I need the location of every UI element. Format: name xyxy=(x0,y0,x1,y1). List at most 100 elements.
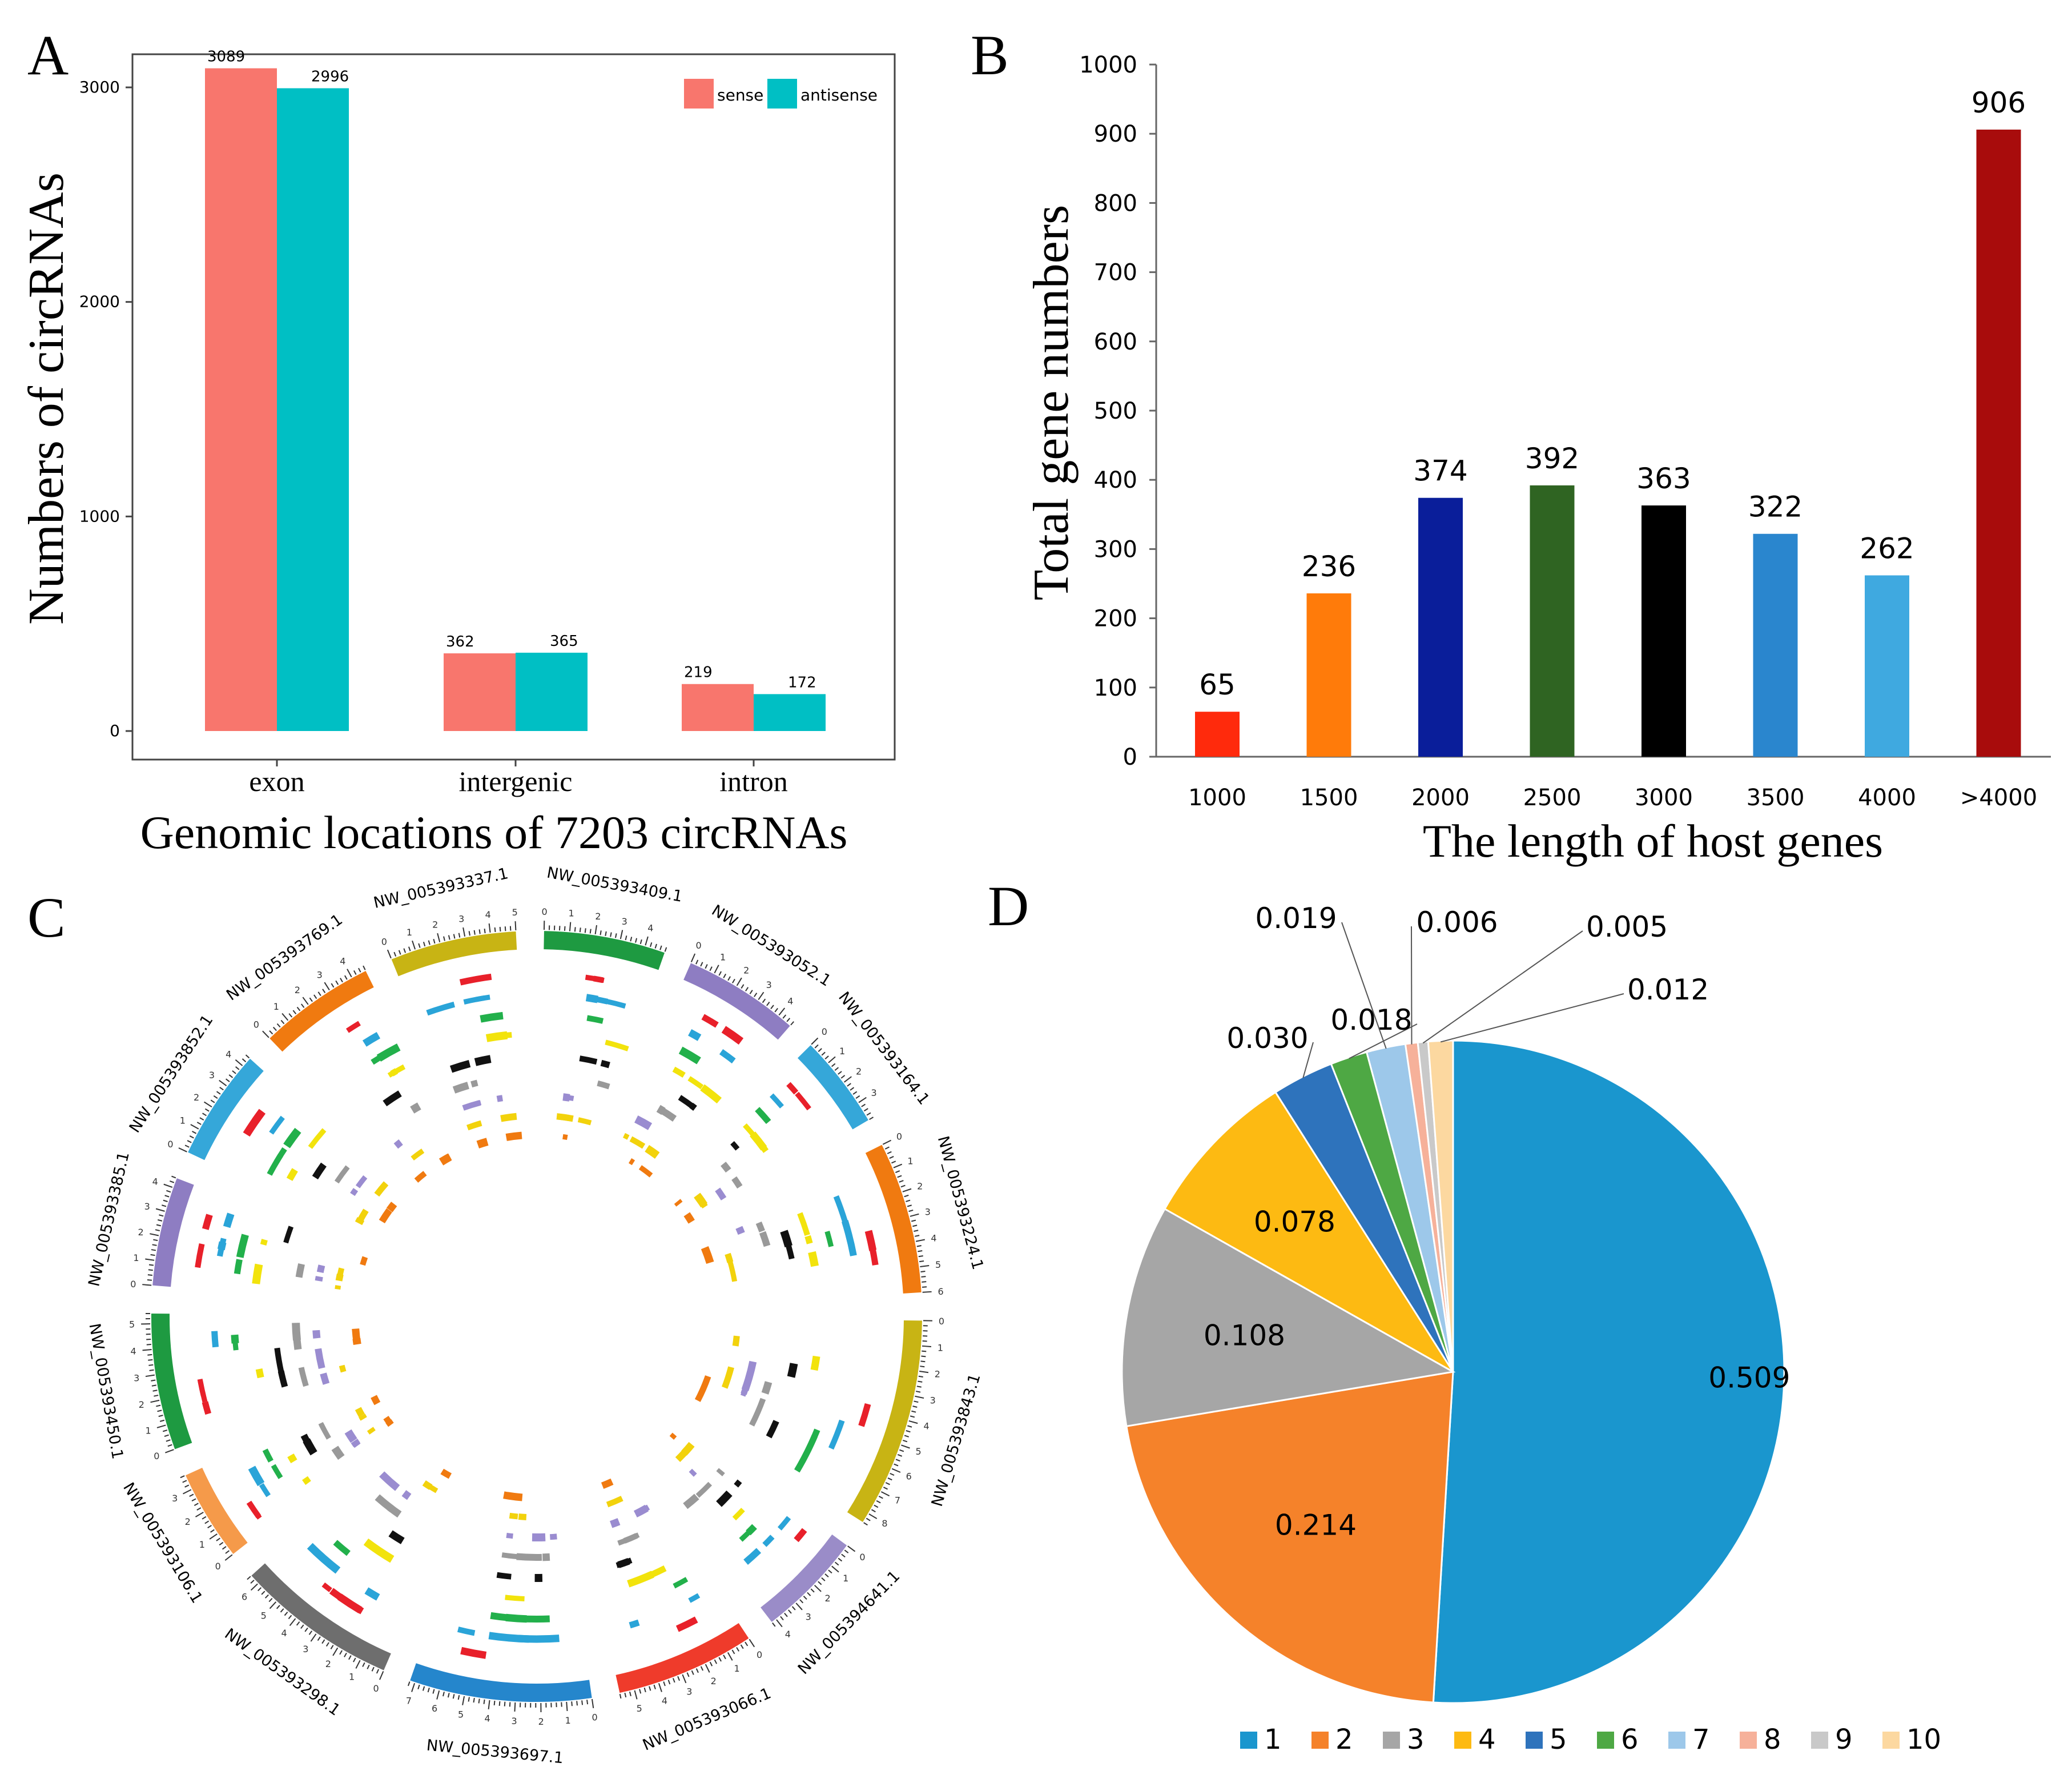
circos-tick-label: 4 xyxy=(281,1628,287,1639)
circos-track-segment xyxy=(331,1445,345,1460)
circos-tick xyxy=(149,1369,154,1371)
circos-track-segment xyxy=(195,1243,205,1268)
circos-track-segment xyxy=(337,1593,363,1614)
circos-chromosome-band xyxy=(865,1145,922,1294)
circos-track-segment xyxy=(223,1212,235,1228)
circos-tick xyxy=(807,1592,811,1596)
circos-tick xyxy=(169,1180,175,1183)
circos-tick-label: 3 xyxy=(925,1207,931,1218)
circos-tick xyxy=(162,1429,168,1432)
circos-track-segment xyxy=(617,1557,630,1568)
pie-value-label: 0.509 xyxy=(1708,1362,1790,1395)
circos-track-segment xyxy=(386,1202,397,1212)
circos-tick xyxy=(178,1147,187,1152)
circos-tick xyxy=(745,1641,749,1647)
circos-track-segment xyxy=(302,1476,311,1485)
circos-tick xyxy=(740,1644,744,1649)
circos-tick xyxy=(695,1668,699,1673)
circos-tick xyxy=(189,1135,194,1139)
circos-track-segment xyxy=(440,1468,452,1479)
circos-tick xyxy=(393,951,397,957)
circos-tick xyxy=(910,1213,919,1217)
pie-legend-swatch xyxy=(1882,1732,1900,1749)
circos-tick xyxy=(163,1199,168,1202)
circos-tick xyxy=(321,1639,325,1644)
circos-track-segment xyxy=(388,1530,405,1544)
circos-chromosome-label: NW_005393224.1 xyxy=(934,1134,987,1272)
circos-tick xyxy=(908,1210,914,1212)
circos-tick-label: 5 xyxy=(458,1709,464,1720)
circos-track-segment xyxy=(303,1438,315,1451)
circos-track-segment xyxy=(629,1619,640,1629)
pie-value-label: 0.019 xyxy=(1255,902,1337,935)
circos-track-segment xyxy=(766,1420,779,1439)
circos-track-segment xyxy=(344,1429,357,1443)
circos-tick xyxy=(317,1636,321,1641)
circos-tick xyxy=(324,982,330,991)
circos-tick xyxy=(920,1271,926,1272)
panel-a-xtick-label: intron xyxy=(719,765,787,797)
panel-b-bar-label: 906 xyxy=(1972,86,2026,119)
circos-tick xyxy=(736,1647,740,1652)
circos-tick xyxy=(615,933,617,938)
circos-tick xyxy=(894,1463,899,1467)
circos-tick xyxy=(639,939,642,945)
circos-tick-label: 1 xyxy=(407,927,412,938)
circos-tick xyxy=(222,1546,227,1550)
circos-tick-label: 2 xyxy=(711,1676,717,1686)
circos-tick-label: 2 xyxy=(595,911,601,922)
circos-tick xyxy=(219,1079,227,1087)
circos-track-segment xyxy=(339,1364,347,1373)
circos-track-segment xyxy=(496,1095,504,1102)
circos-track-segment xyxy=(743,1123,759,1141)
circos-tick xyxy=(811,1037,819,1045)
circos-tick xyxy=(317,991,321,996)
circos-chromosome-label: NW_005393298.1 xyxy=(222,1625,344,1719)
circos-tick xyxy=(858,1097,867,1103)
circos-tick xyxy=(629,1691,631,1697)
circos-tick xyxy=(723,1655,726,1660)
circos-tick xyxy=(499,926,501,932)
circos-tick-label: 3 xyxy=(458,913,464,924)
circos-track-segment xyxy=(678,1046,701,1065)
circos-track-segment xyxy=(564,1094,574,1101)
circos-chromosome-label: NW_005393843.1 xyxy=(928,1372,984,1509)
panel-label-a: A xyxy=(27,23,69,87)
circos-tick-label: 3 xyxy=(511,1716,517,1726)
circos-track-segment xyxy=(683,1212,695,1224)
circos-tick xyxy=(818,1581,822,1585)
circos-track-segment xyxy=(292,1323,301,1341)
circos-tick-label: 1 xyxy=(180,1115,186,1126)
circos-tick-label: 6 xyxy=(906,1471,912,1481)
circos-tick xyxy=(284,1611,288,1616)
circos-track-segment xyxy=(681,1441,695,1456)
circos-track-segment xyxy=(364,1587,380,1601)
circos-tick xyxy=(874,1504,879,1508)
circos-tick-label: 1 xyxy=(273,1001,279,1012)
circos-track-segment xyxy=(623,1533,638,1544)
pie-value-label: 0.078 xyxy=(1254,1205,1335,1238)
pie-slice-2 xyxy=(1125,1371,1454,1704)
circos-track-segment xyxy=(401,1490,412,1500)
panel-b-chart: 0 100 200 300 400 500 600 700 800 900 1000 65 1000 2… xyxy=(1024,52,2051,867)
circos-tick xyxy=(911,1410,916,1413)
circos-tick xyxy=(838,1071,842,1075)
circos-chromosome-label: NW_005393697.1 xyxy=(426,1737,565,1768)
circos-track-segment xyxy=(841,1220,857,1256)
circos-tick xyxy=(146,1343,151,1346)
circos-tick xyxy=(843,1076,852,1083)
circos-tick-label: 2 xyxy=(432,919,438,930)
circos-track-segment xyxy=(466,1121,482,1131)
circos-tick xyxy=(187,1140,192,1143)
circos-tick xyxy=(654,943,657,949)
circos-tick xyxy=(900,1184,906,1188)
circos-tick-label: 1 xyxy=(734,1663,740,1674)
circos-tick-label: 3 xyxy=(134,1372,139,1383)
circos-tick xyxy=(882,1139,892,1145)
circos-tick xyxy=(276,1605,280,1609)
panel-b-ytick-label: 500 xyxy=(1094,398,1137,424)
panel-a-ytick-label: 1000 xyxy=(79,507,120,525)
pie-value-label: 0.006 xyxy=(1416,906,1498,939)
circos-tick xyxy=(891,1160,896,1164)
circos-track-segment xyxy=(716,1468,725,1476)
